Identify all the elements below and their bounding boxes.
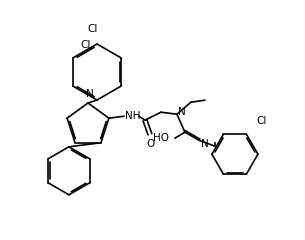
Text: N: N <box>178 107 186 117</box>
Text: NH: NH <box>125 111 140 121</box>
Text: N: N <box>201 139 209 149</box>
Text: Cl: Cl <box>81 40 91 50</box>
Text: N: N <box>86 89 94 99</box>
Text: Cl: Cl <box>257 116 267 126</box>
Text: O: O <box>147 139 155 149</box>
Text: Cl: Cl <box>88 24 98 34</box>
Text: HO: HO <box>153 133 169 143</box>
